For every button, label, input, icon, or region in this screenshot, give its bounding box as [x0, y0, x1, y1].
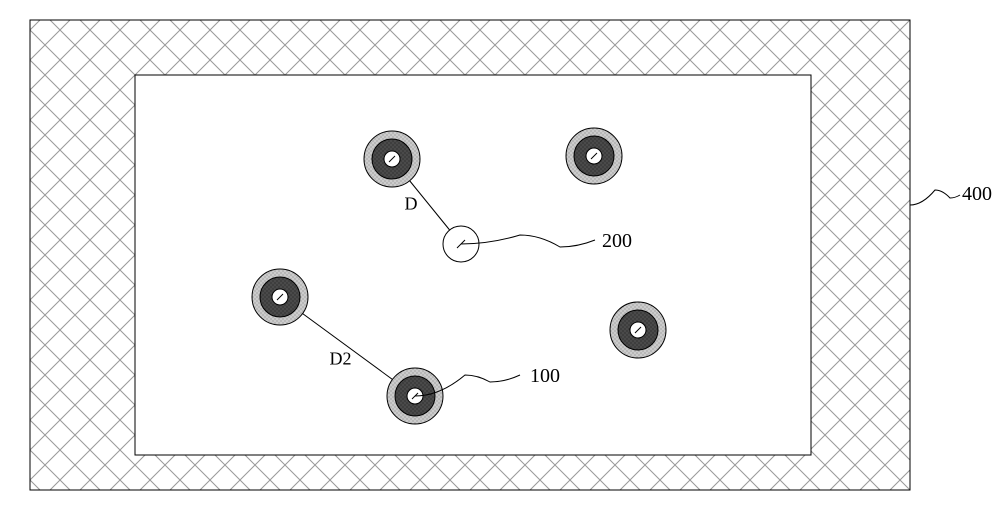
ring-node-n4 — [610, 302, 666, 358]
inner-rect — [135, 75, 811, 455]
leader-label-L100: 100 — [530, 365, 560, 387]
leader-label-L200: 200 — [602, 230, 632, 252]
dim-label-D: D — [405, 194, 418, 214]
ring-node-n2 — [566, 128, 622, 184]
leader-label-L400: 400 — [962, 183, 992, 205]
leader-L400 — [910, 190, 960, 205]
ring-node-n3 — [252, 269, 308, 325]
ring-node-n1 — [364, 131, 420, 187]
dim-label-D2: D2 — [330, 349, 352, 369]
